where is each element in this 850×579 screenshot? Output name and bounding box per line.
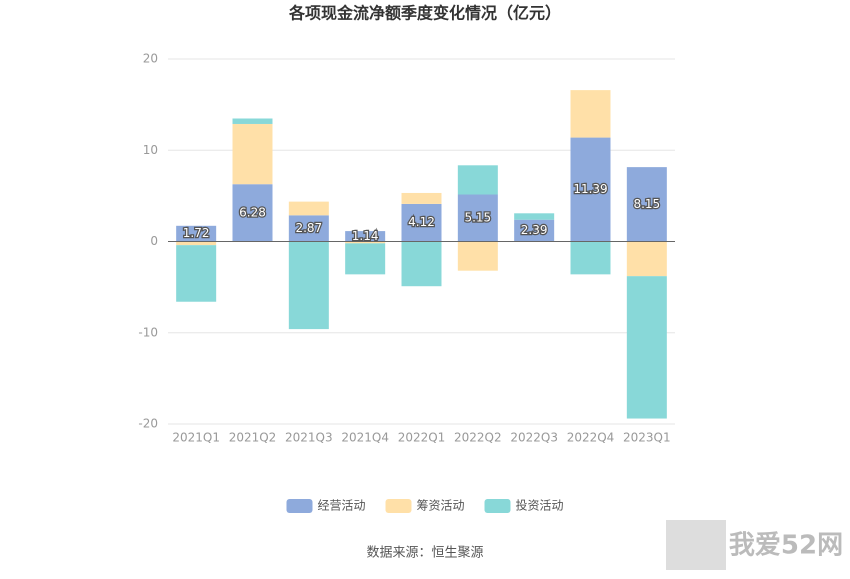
bar-segment xyxy=(176,245,217,302)
bar-segment xyxy=(626,167,667,242)
bar-segment xyxy=(288,201,329,216)
x-tick-label: 2021Q1 xyxy=(172,431,220,445)
legend-label[interactable]: 投资活动 xyxy=(516,498,564,513)
bar-segment xyxy=(232,123,273,185)
bar-segment xyxy=(457,165,498,195)
bar-segment xyxy=(288,241,329,330)
data-label: 5.15 xyxy=(464,211,491,225)
bar-segment xyxy=(401,241,442,287)
data-label: 2.39 xyxy=(521,223,548,237)
bar-segment xyxy=(570,137,611,242)
legend-swatch[interactable] xyxy=(385,499,412,513)
x-tick-label: 2023Q1 xyxy=(623,431,671,445)
x-tick-label: 2021Q4 xyxy=(341,431,389,445)
x-tick-label: 2022Q2 xyxy=(454,431,502,445)
watermark-logo xyxy=(666,520,726,570)
bar-segment xyxy=(345,241,386,244)
y-tick-label: 0 xyxy=(150,234,158,248)
data-label: 2.87 xyxy=(295,221,322,235)
bar-segment xyxy=(401,192,442,204)
bar-segment xyxy=(345,243,386,275)
data-label: 11.39 xyxy=(573,182,607,196)
bar-segment xyxy=(401,203,442,242)
bar-segment xyxy=(626,276,667,419)
watermark: 我爱52网 xyxy=(729,531,843,561)
legend-swatch[interactable] xyxy=(286,499,313,513)
y-tick-label: 20 xyxy=(143,52,158,66)
bar-segment xyxy=(570,241,611,275)
data-label: 8.15 xyxy=(633,197,660,211)
data-label: 4.12 xyxy=(408,215,435,229)
source-note: 数据来源：恒生聚源 xyxy=(366,546,483,561)
bar-segment xyxy=(514,219,555,242)
y-tick-label: 10 xyxy=(143,143,158,157)
data-label: 1.14 xyxy=(352,229,379,243)
bar-segment xyxy=(570,90,611,138)
bar-segment xyxy=(232,118,273,124)
x-tick-label: 2022Q4 xyxy=(567,431,615,445)
legend-label[interactable]: 经营活动 xyxy=(318,499,366,513)
chart-title: 各项现金流净额季度变化情况（亿元） xyxy=(288,4,561,23)
data-label: 6.28 xyxy=(239,205,266,219)
x-tick-label: 2022Q1 xyxy=(398,431,446,445)
bar-segment xyxy=(626,241,667,277)
bar-segment xyxy=(288,215,329,242)
bar-segment xyxy=(345,231,386,242)
bar-segment xyxy=(176,225,217,242)
legend-label[interactable]: 筹资活动 xyxy=(417,499,465,513)
x-tick-label: 2021Q3 xyxy=(285,431,333,445)
bar-segment xyxy=(457,194,498,242)
data-label: 1.72 xyxy=(183,226,210,240)
bar-segment xyxy=(176,241,217,246)
y-tick-label: -20 xyxy=(138,417,158,431)
x-tick-label: 2022Q3 xyxy=(510,431,558,445)
bar-segment xyxy=(232,184,273,242)
y-tick-label: -10 xyxy=(138,325,158,339)
bar-segment xyxy=(514,213,555,220)
x-tick-label: 2021Q2 xyxy=(229,431,277,445)
legend-swatch[interactable] xyxy=(484,499,511,513)
bar-segment xyxy=(457,241,498,271)
